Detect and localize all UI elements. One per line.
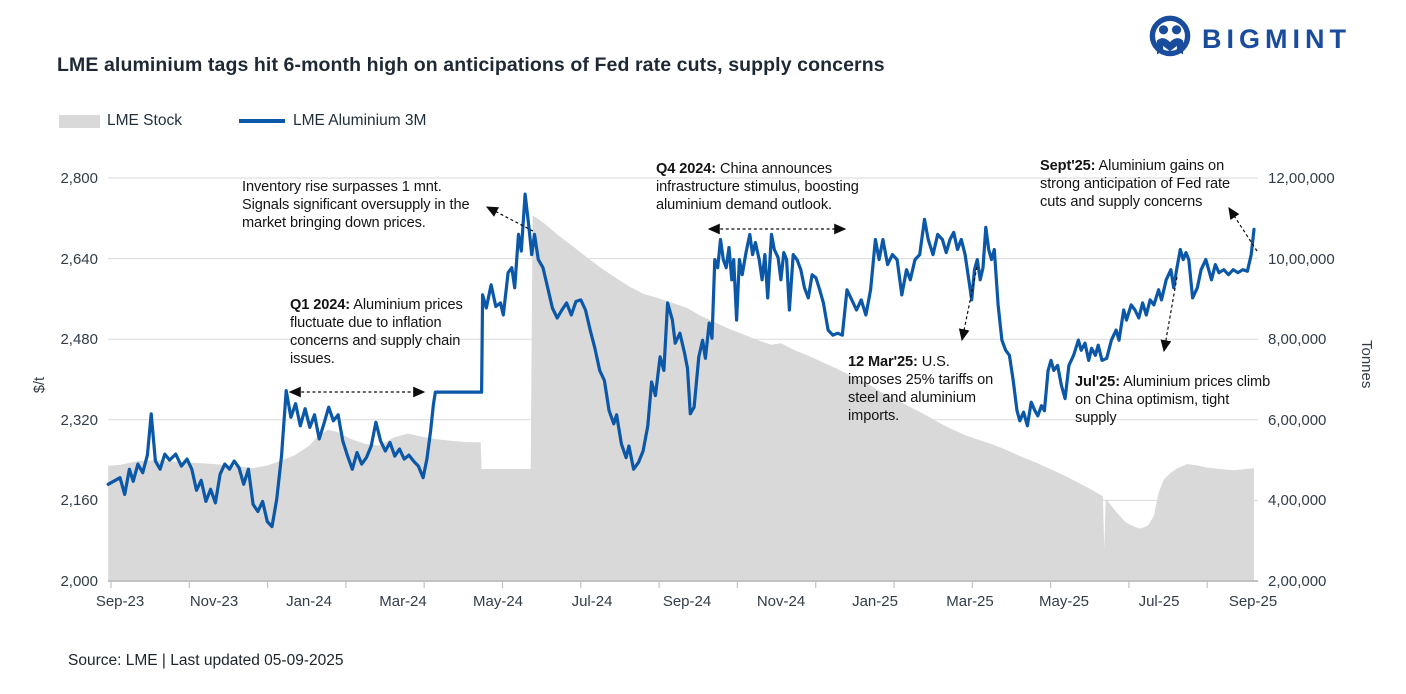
annotation-arrow (1228, 206, 1258, 252)
chart-legend: LME Stock LME Aluminium 3M (59, 112, 426, 130)
x-tick-label: Nov-24 (756, 593, 806, 610)
x-tick-label: May-24 (472, 593, 524, 610)
y-left-tick-label: 2,800 (60, 170, 98, 187)
source-note: Source: LME | Last updated 05-09-2025 (68, 652, 344, 669)
legend-label-aluminium-3m: LME Aluminium 3M (292, 112, 427, 129)
annotation-bold: Sept'25: (1040, 158, 1096, 174)
annotation-bold: Jul'25: (1075, 374, 1120, 390)
annotation-text: China announces infrastructure stimulus,… (656, 161, 859, 214)
annotation-text: Aluminium prices climb on China optimism… (1075, 374, 1271, 427)
price-stock-chart: 2,800 2,640 2,480 2,320 2,160 2,000 12,00,000 1… (0, 140, 1406, 620)
aluminium-price-line (106, 192, 1256, 529)
annotation-text: Aluminium gains on strong anticipation o… (1040, 158, 1230, 211)
annotation-text: Aluminium prices fluctuate due to inflat… (290, 297, 463, 368)
y-axis-title-right: Tonnes (1358, 340, 1375, 389)
bigmint-logo-icon (1149, 15, 1191, 57)
x-tick-label: Sep-23 (95, 593, 145, 610)
x-tick-label: Mar-24 (379, 593, 427, 610)
annotation-sept-25: Sept'25: Aluminium gains on strong antic… (1040, 157, 1242, 211)
annotation-arrow (958, 266, 978, 342)
x-tick-label: Mar-25 (946, 593, 994, 610)
annotation-q1-2024: Q1 2024: Aluminium prices fluctuate due … (290, 296, 464, 368)
lme-stock-area (108, 215, 1255, 581)
y-left-tick-label: 2,640 (60, 251, 98, 268)
y-right-tick-label: 12,00,000 (1268, 170, 1335, 187)
x-tick-label: May-25 (1038, 593, 1090, 610)
chart-canvas (106, 177, 1258, 588)
y-left-tick-label: 2,000 (60, 573, 98, 590)
y-left-tick-label: 2,480 (60, 331, 98, 348)
y-right-tick-label: 6,00,000 (1268, 412, 1327, 429)
x-tick-label: Jul-24 (571, 593, 613, 610)
legend-swatch-lme-stock (59, 114, 100, 128)
x-tick-label: Sep-25 (1228, 593, 1278, 610)
x-tick-label: Jan-25 (852, 593, 898, 610)
x-tick-label: Sep-24 (662, 593, 712, 610)
y-right-tick-label: 4,00,000 (1268, 492, 1327, 509)
annotation-jul-25: Jul'25: Aluminium prices climb on China … (1075, 373, 1271, 427)
page-title: LME aluminium tags hit 6-month high on a… (57, 54, 885, 76)
annotation-12-mar-25: 12 Mar'25: U.S. imposes 25% tariffs on s… (848, 353, 1000, 425)
annotation-text: U.S. imposes 25% tariffs on steel and al… (848, 354, 994, 425)
legend-label-lme-stock: LME Stock (107, 112, 182, 129)
annotation-bold: Q1 2024: (290, 297, 351, 313)
bigmint-logo: BIGMINT (1147, 14, 1351, 64)
y-left-tick-label: 2,320 (60, 412, 98, 429)
annotation-text: Inventory rise surpasses 1 mnt. Signals … (242, 179, 470, 232)
x-tick-label: Jul-25 (1138, 593, 1180, 610)
x-tick-label: Jan-24 (286, 593, 332, 610)
y-right-tick-label: 10,00,000 (1268, 251, 1335, 268)
annotation-q4-2024: Q4 2024: China announces infrastructure … (656, 160, 908, 214)
annotation-arrow (1160, 276, 1178, 353)
y-axis-title-left: $/t (32, 376, 48, 394)
y-right-tick-label: 8,00,000 (1268, 331, 1327, 348)
legend-swatch-aluminium-3m (238, 119, 285, 123)
y-left-tick-label: 2,160 (60, 492, 98, 509)
x-tick-label: Nov-23 (189, 593, 239, 610)
bigmint-logo-text: BIGMINT (1202, 23, 1351, 54)
annotation-inventory-oversupply: Inventory rise surpasses 1 mnt. Signals … (242, 178, 478, 232)
annotation-bold: 12 Mar'25: (848, 354, 918, 370)
y-right-tick-label: 2,00,000 (1268, 573, 1327, 590)
annotation-bold: Q4 2024: (656, 161, 717, 177)
